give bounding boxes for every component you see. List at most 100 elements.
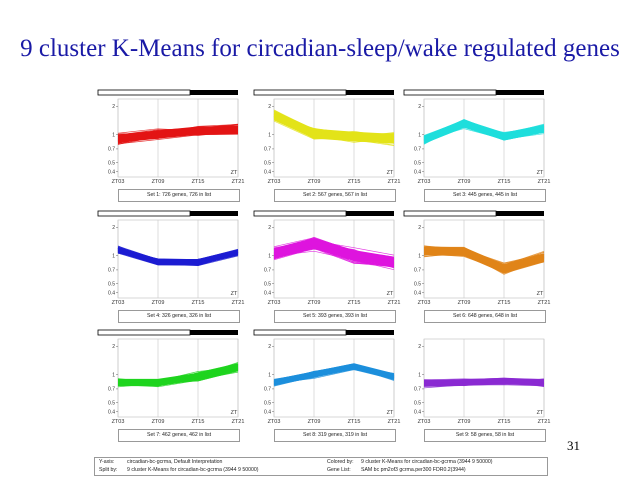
y-tick-label: 1 bbox=[112, 372, 115, 378]
y-axis-label: Y-axis: bbox=[99, 459, 115, 465]
y-tick-label: 0.7 bbox=[264, 268, 271, 274]
zt-axis-label: ZT bbox=[387, 170, 394, 176]
gene-profile-core bbox=[118, 363, 239, 381]
split-by-value: 9 cluster K-Means for circadian-bc-gcrma… bbox=[127, 467, 259, 473]
colored-by-value: 9 cluster K-Means for circadian-bc-gcrma… bbox=[361, 459, 493, 465]
gene-profile-core bbox=[423, 249, 545, 270]
y-tick-label: 0.4 bbox=[264, 290, 271, 296]
x-tick-label: ZT09 bbox=[308, 300, 321, 306]
gene-profile-core bbox=[273, 117, 395, 143]
x-tick-label: ZT15 bbox=[348, 300, 361, 306]
y-tick-label: 0.4 bbox=[108, 409, 115, 415]
gene-profile-core bbox=[117, 125, 239, 137]
night-bar bbox=[496, 90, 544, 95]
x-tick-label: ZT09 bbox=[308, 419, 321, 425]
y-tick-label: 0.7 bbox=[108, 147, 115, 153]
panel-caption: Set 2: 567 genes, 567 in list bbox=[274, 189, 396, 202]
night-bar bbox=[190, 330, 238, 335]
x-tick-label: ZT15 bbox=[348, 179, 361, 185]
y-tick-label: 0.4 bbox=[414, 409, 421, 415]
gene-lines bbox=[273, 363, 395, 387]
y-tick-label: 0.7 bbox=[414, 147, 421, 153]
x-tick-label: ZT09 bbox=[458, 179, 471, 185]
y-tick-label: 0.4 bbox=[264, 409, 271, 415]
gene-lines bbox=[117, 362, 239, 388]
y-tick-label: 0.4 bbox=[414, 169, 421, 175]
y-tick-label: 1 bbox=[268, 132, 271, 138]
x-tick-label: ZT21 bbox=[538, 419, 551, 425]
cluster-chart-svg: ZT03 ZT09 ZT15 ZT21 2 1 0.7 0.5 0.4 ZT bbox=[414, 338, 550, 425]
page-number: 31 bbox=[567, 438, 580, 453]
split-by-label: Split by: bbox=[99, 467, 118, 473]
y-tick-label: 2 bbox=[418, 225, 421, 231]
gene-lines bbox=[117, 123, 239, 145]
x-tick-label: ZT03 bbox=[418, 300, 431, 306]
y-tick-label: 0.5 bbox=[414, 281, 421, 287]
night-bar bbox=[496, 211, 544, 216]
cluster-panel-7: ZT03 ZT09 ZT15 ZT21 2 1 0.7 0.5 0.4 ZT Set 7: 462 … bbox=[94, 329, 244, 442]
x-tick-label: ZT03 bbox=[112, 300, 125, 306]
gene-list-label: Gene List: bbox=[327, 467, 351, 473]
x-tick-label: ZT15 bbox=[498, 179, 511, 185]
x-tick-label: ZT21 bbox=[232, 419, 245, 425]
gene-profile-core bbox=[423, 377, 545, 382]
zt-axis-label: ZT bbox=[537, 170, 544, 176]
gene-profile-core bbox=[273, 245, 395, 267]
gene-profile-core bbox=[423, 120, 545, 139]
y-tick-label: 0.7 bbox=[264, 147, 271, 153]
x-tick-label: ZT15 bbox=[192, 419, 205, 425]
gene-profile-core bbox=[117, 130, 239, 141]
night-bar bbox=[190, 211, 238, 216]
y-tick-label: 0.7 bbox=[108, 268, 115, 274]
zt-axis-label: ZT bbox=[231, 410, 238, 416]
zt-axis-label: ZT bbox=[537, 410, 544, 416]
gene-profile-core bbox=[117, 127, 239, 139]
gene-lines bbox=[117, 245, 239, 267]
gene-profile-core bbox=[423, 251, 545, 272]
x-tick-label: ZT15 bbox=[498, 419, 511, 425]
cluster-chart-svg: ZT03 ZT09 ZT15 ZT21 2 1 0.7 0.5 0.4 ZT bbox=[403, 89, 550, 185]
gene-profile-core bbox=[273, 239, 395, 260]
x-tick-label: ZT03 bbox=[418, 179, 431, 185]
y-tick-label: 1 bbox=[112, 132, 115, 138]
y-tick-label: 1 bbox=[268, 372, 271, 378]
gene-lines bbox=[273, 236, 395, 271]
y-tick-label: 2 bbox=[268, 104, 271, 110]
cluster-chart-svg: ZT03 ZT09 ZT15 ZT21 2 1 0.7 0.5 0.4 ZT bbox=[253, 329, 400, 425]
gene-profile-core bbox=[423, 119, 545, 138]
plot-frame bbox=[423, 338, 545, 418]
y-tick-label: 0.5 bbox=[108, 160, 115, 166]
panel-caption: Set 7: 462 genes, 462 in list bbox=[118, 429, 240, 442]
gene-profile-core bbox=[423, 124, 545, 142]
day-bar bbox=[253, 89, 347, 96]
day-bar bbox=[97, 210, 191, 217]
x-tick-label: ZT03 bbox=[112, 179, 125, 185]
y-tick-label: 0.4 bbox=[264, 169, 271, 175]
gene-profile-core bbox=[117, 131, 239, 142]
y-tick-label: 0.5 bbox=[414, 400, 421, 406]
gene-profile-core bbox=[273, 114, 395, 139]
cluster-panel-4: ZT03 ZT09 ZT15 ZT21 2 1 0.7 0.5 0.4 ZT Set 4: 326 … bbox=[94, 210, 244, 323]
gene-profile-core bbox=[273, 243, 395, 264]
cluster-chart-svg: ZT03 ZT09 ZT15 ZT21 2 1 0.7 0.5 0.4 ZT bbox=[403, 210, 550, 306]
zt-axis-label: ZT bbox=[537, 291, 544, 297]
x-tick-label: ZT09 bbox=[152, 300, 165, 306]
panel-caption: Set 3: 445 genes, 445 in list bbox=[424, 189, 546, 202]
gene-profile-core bbox=[273, 244, 395, 265]
day-bar bbox=[97, 89, 191, 96]
x-tick-label: ZT09 bbox=[152, 419, 165, 425]
gene-lines bbox=[423, 245, 545, 275]
gene-profile-core bbox=[117, 246, 239, 261]
gene-profile-core bbox=[273, 237, 395, 259]
cluster-panel-5: ZT03 ZT09 ZT15 ZT21 2 1 0.7 0.5 0.4 ZT Set 5: 393 … bbox=[250, 210, 400, 323]
night-bar bbox=[346, 90, 394, 95]
y-tick-label: 0.4 bbox=[414, 290, 421, 296]
zt-axis-label: ZT bbox=[231, 170, 238, 176]
gene-profile-core bbox=[423, 122, 545, 140]
panel-caption: Set 6: 648 genes, 648 in list bbox=[424, 310, 546, 323]
x-tick-label: ZT03 bbox=[418, 419, 431, 425]
gene-lines bbox=[423, 119, 545, 145]
gene-profile-core bbox=[423, 252, 545, 273]
x-tick-label: ZT09 bbox=[152, 179, 165, 185]
y-tick-label: 0.7 bbox=[414, 268, 421, 274]
